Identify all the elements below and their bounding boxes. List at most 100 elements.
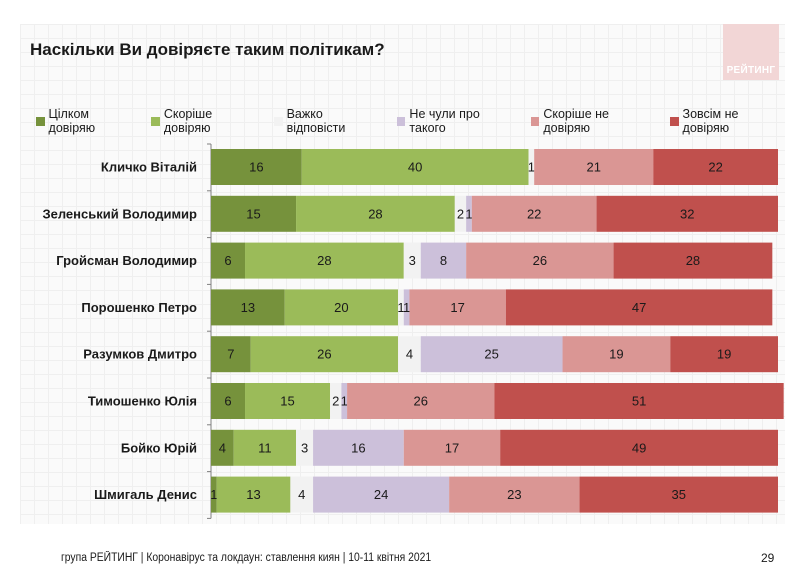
data-label: 3	[301, 440, 308, 455]
legend-swatch	[530, 116, 540, 126]
category-label: Разумков Дмитро	[83, 347, 197, 362]
data-label: 1	[397, 300, 404, 315]
category-label: Шмигаль Денис	[94, 487, 197, 502]
data-label: 22	[708, 160, 722, 175]
rating-logo: РЕЙТИНГ	[723, 24, 779, 80]
bar-segment	[313, 476, 450, 513]
bar-segment	[454, 195, 467, 232]
bar-segment	[579, 476, 778, 513]
data-label: 28	[317, 253, 331, 268]
bar-segment	[211, 195, 297, 232]
data-label: 7	[227, 347, 234, 362]
bar-segment	[211, 383, 246, 419]
bar-segment	[449, 476, 580, 513]
data-label: 32	[680, 206, 694, 221]
bar-segment	[233, 429, 297, 466]
category-label: Кличко Віталій	[101, 160, 197, 175]
bar-segment	[301, 149, 529, 185]
legend-label: Не чули про такого	[409, 107, 480, 135]
bar-segment	[409, 289, 506, 326]
data-label: 15	[246, 206, 260, 221]
data-label: 28	[686, 253, 700, 268]
page-number: 29	[761, 551, 775, 565]
bar-segment	[330, 383, 342, 419]
bar-segment	[211, 149, 302, 185]
data-label: 28	[368, 206, 382, 221]
bar-segment	[562, 336, 671, 373]
legend-swatch	[151, 116, 160, 126]
bar-segment	[398, 336, 421, 373]
bar-segment	[670, 336, 778, 373]
category-label: Гройсман Володимир	[56, 253, 197, 268]
data-label: 25	[484, 347, 498, 362]
legend-swatch	[36, 116, 45, 126]
bar-segment	[403, 289, 410, 326]
legend-item: Скоріше довіряю	[151, 107, 257, 135]
category-label: Зеленський Володимир	[42, 206, 197, 221]
bar-segment	[471, 195, 597, 232]
data-label: 19	[609, 347, 623, 362]
data-label: 1	[210, 487, 217, 502]
category-label: Тимошенко Юлія	[88, 394, 197, 409]
data-label: 40	[408, 160, 422, 175]
legend-item: Важко відповісти	[274, 107, 380, 135]
chart-title: Наскільки Ви довіряєте таким політикам?	[30, 40, 385, 59]
data-label: 26	[533, 253, 547, 268]
data-label: 1	[465, 206, 472, 221]
data-label: 11	[258, 440, 272, 455]
data-label: 13	[246, 487, 260, 502]
data-label: 17	[450, 300, 464, 315]
bar-segment	[494, 383, 784, 419]
bar-segment	[290, 476, 314, 513]
bar-segment	[420, 336, 563, 373]
data-label: 19	[717, 347, 731, 362]
legend-swatch	[396, 116, 406, 126]
bar-segment	[284, 289, 399, 326]
data-label: 26	[414, 394, 428, 409]
bar-segment	[211, 336, 251, 373]
legend-label: Важко відповісти	[286, 107, 346, 135]
legend-swatch	[274, 116, 283, 126]
data-label: 4	[406, 347, 413, 362]
bar-segment	[398, 289, 404, 326]
data-label: 16	[249, 160, 263, 175]
data-label: 51	[632, 394, 646, 409]
data-label: 21	[586, 160, 600, 175]
data-label: 26	[317, 347, 331, 362]
bar-segment	[613, 242, 773, 279]
legend-label: Цілком довіряю	[48, 107, 96, 135]
data-label: 4	[298, 487, 305, 502]
data-label: 1	[341, 394, 348, 409]
data-label: 17	[445, 440, 459, 455]
bar-segment	[403, 429, 501, 466]
bar-segment	[347, 383, 495, 419]
bar-segment	[403, 242, 421, 279]
bar-segment	[250, 336, 399, 373]
bar-segment	[216, 476, 291, 513]
data-label: 6	[224, 394, 231, 409]
data-label: 49	[632, 440, 646, 455]
legend-item: Не чули про такого	[396, 107, 514, 135]
data-label: 47	[632, 300, 646, 315]
data-label: 3	[409, 253, 416, 268]
bar-segment	[505, 289, 773, 326]
bar-segment	[211, 476, 217, 513]
bar-segment	[534, 149, 654, 185]
bar-segment	[528, 149, 535, 185]
data-label: 15	[280, 394, 294, 409]
legend-label: Зовсім не довіряю	[682, 107, 739, 135]
legend-item: Скоріше не довіряю	[530, 107, 653, 135]
bar-segment	[296, 195, 455, 232]
data-label: 24	[374, 487, 388, 502]
bar-segment	[211, 429, 234, 466]
footer-text: група РЕЙТИНГ | Коронавірус та локдаун: …	[61, 552, 432, 564]
legend-item: Зовсім не довіряю	[670, 107, 783, 135]
category-label: Бойко Юрій	[121, 440, 197, 455]
bar-segment	[211, 242, 246, 279]
legend-label: Скоріше довіряю	[163, 107, 213, 135]
data-label: 6	[224, 253, 231, 268]
data-label: 1	[528, 160, 535, 175]
bar-segment	[296, 429, 314, 466]
data-label: 23	[507, 487, 521, 502]
bar-segment	[313, 429, 404, 466]
